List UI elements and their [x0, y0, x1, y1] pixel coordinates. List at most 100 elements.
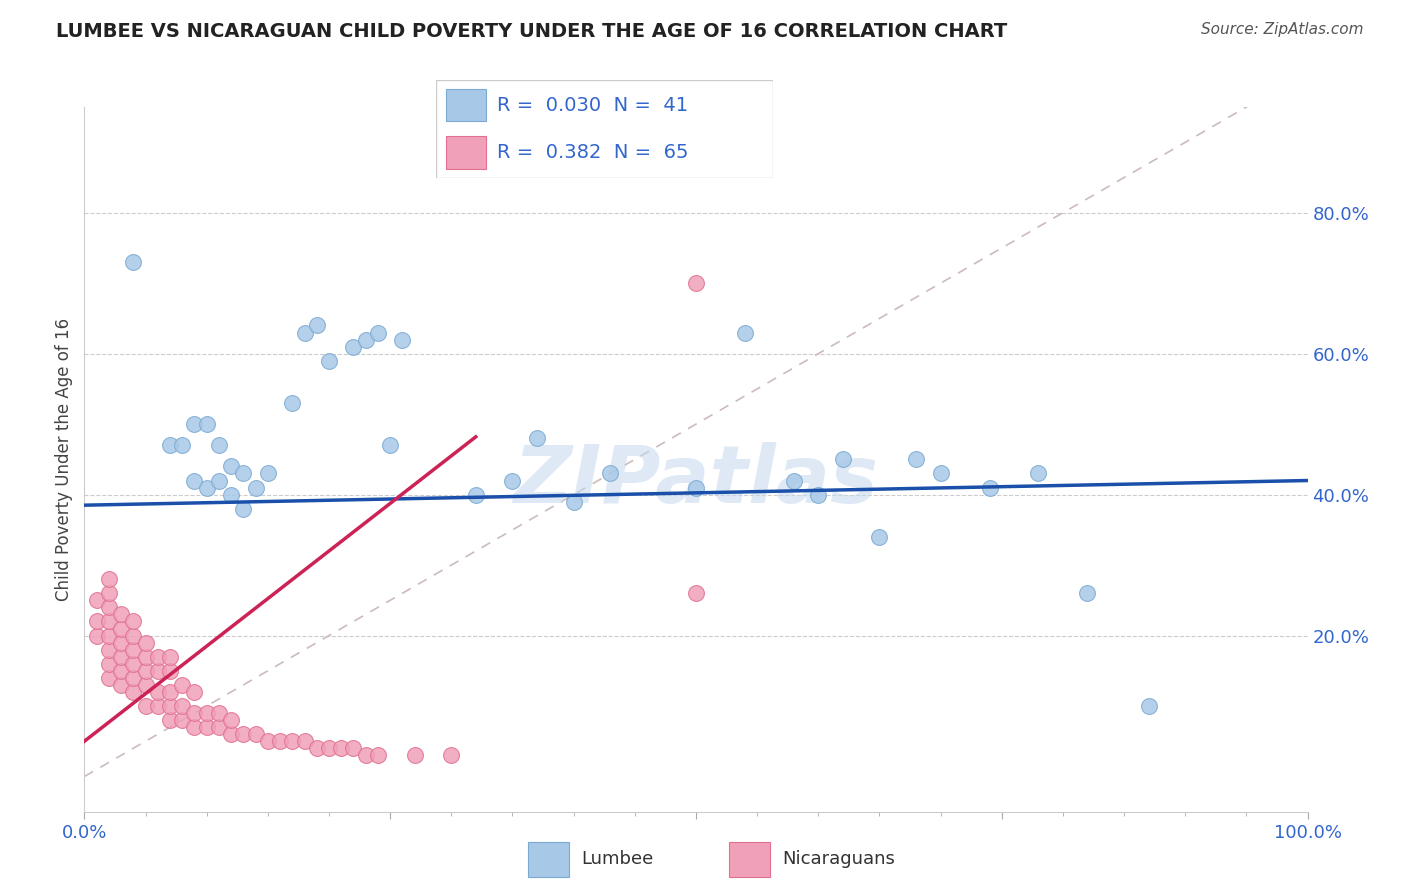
Point — [97, 671, 120, 685]
Point — [1076, 586, 1098, 600]
Point — [404, 748, 426, 763]
Point — [159, 713, 181, 727]
Point — [195, 481, 218, 495]
Point — [1137, 699, 1160, 714]
Point — [685, 586, 707, 600]
Point — [146, 649, 169, 664]
Point — [318, 353, 340, 368]
Point — [208, 438, 231, 452]
Point — [122, 657, 145, 671]
Point — [110, 678, 132, 692]
Point — [159, 649, 181, 664]
Point — [159, 699, 181, 714]
Point — [245, 481, 267, 495]
Point — [110, 635, 132, 649]
Point — [257, 467, 280, 481]
Point — [159, 438, 181, 452]
Point — [501, 474, 523, 488]
Point — [122, 642, 145, 657]
Point — [183, 685, 205, 699]
Point — [208, 474, 231, 488]
Point — [219, 487, 242, 501]
Y-axis label: Child Poverty Under the Age of 16: Child Poverty Under the Age of 16 — [55, 318, 73, 601]
FancyBboxPatch shape — [436, 80, 773, 178]
Point — [342, 741, 364, 756]
Point — [380, 438, 402, 452]
Point — [281, 734, 304, 748]
Point — [97, 586, 120, 600]
Point — [219, 727, 242, 741]
Point — [1028, 467, 1050, 481]
Point — [86, 628, 108, 642]
Point — [122, 671, 145, 685]
Point — [305, 318, 328, 333]
Point — [97, 657, 120, 671]
Point — [367, 326, 389, 340]
Point — [367, 748, 389, 763]
Point — [807, 487, 830, 501]
Point — [122, 615, 145, 629]
Point — [294, 326, 316, 340]
Point — [831, 452, 853, 467]
Point — [526, 431, 548, 445]
Point — [305, 741, 328, 756]
Point — [122, 685, 145, 699]
Point — [86, 615, 108, 629]
Point — [122, 628, 145, 642]
FancyBboxPatch shape — [529, 842, 569, 877]
Point — [232, 467, 254, 481]
Point — [318, 741, 340, 756]
Point — [232, 501, 254, 516]
Text: Lumbee: Lumbee — [581, 849, 654, 868]
Point — [122, 255, 145, 269]
Text: R =  0.030  N =  41: R = 0.030 N = 41 — [496, 95, 688, 115]
Point — [232, 727, 254, 741]
Point — [172, 438, 194, 452]
Point — [183, 474, 205, 488]
Point — [86, 593, 108, 607]
Point — [354, 333, 377, 347]
Text: Source: ZipAtlas.com: Source: ZipAtlas.com — [1201, 22, 1364, 37]
Point — [135, 699, 157, 714]
Point — [219, 459, 242, 474]
Point — [734, 326, 756, 340]
Point — [464, 487, 486, 501]
Point — [195, 417, 218, 431]
Point — [929, 467, 952, 481]
Point — [135, 649, 157, 664]
Point — [219, 713, 242, 727]
Point — [281, 396, 304, 410]
Point — [330, 741, 353, 756]
Point — [257, 734, 280, 748]
Point — [97, 628, 120, 642]
Point — [685, 481, 707, 495]
Point — [294, 734, 316, 748]
Point — [905, 452, 928, 467]
Point — [97, 615, 120, 629]
Point — [135, 678, 157, 692]
Point — [110, 607, 132, 622]
Text: LUMBEE VS NICARAGUAN CHILD POVERTY UNDER THE AGE OF 16 CORRELATION CHART: LUMBEE VS NICARAGUAN CHILD POVERTY UNDER… — [56, 22, 1008, 41]
Point — [440, 748, 463, 763]
Point — [391, 333, 413, 347]
Point — [110, 622, 132, 636]
Point — [135, 664, 157, 678]
Point — [97, 572, 120, 586]
Point — [146, 664, 169, 678]
Point — [342, 340, 364, 354]
Text: ZIPatlas: ZIPatlas — [513, 442, 879, 519]
Point — [869, 530, 891, 544]
Point — [354, 748, 377, 763]
Point — [159, 685, 181, 699]
Text: R =  0.382  N =  65: R = 0.382 N = 65 — [496, 143, 688, 162]
Point — [183, 417, 205, 431]
Point — [599, 467, 621, 481]
Point — [195, 720, 218, 734]
Point — [172, 699, 194, 714]
Point — [208, 720, 231, 734]
Point — [172, 713, 194, 727]
Point — [269, 734, 291, 748]
Point — [562, 494, 585, 508]
Point — [135, 635, 157, 649]
Point — [146, 699, 169, 714]
